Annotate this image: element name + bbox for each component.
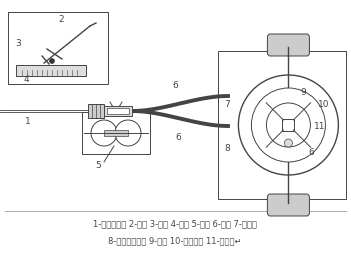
- Text: 6: 6: [172, 81, 178, 90]
- Bar: [16, 65, 86, 76]
- FancyBboxPatch shape: [267, 194, 309, 216]
- Circle shape: [266, 103, 310, 147]
- Text: 8: 8: [224, 144, 230, 153]
- Bar: [104, 106, 132, 116]
- Text: 11: 11: [314, 122, 326, 131]
- Text: 9: 9: [300, 88, 306, 97]
- Circle shape: [49, 59, 54, 64]
- Bar: [283, 119, 294, 131]
- Text: 10: 10: [318, 100, 330, 109]
- Circle shape: [251, 88, 325, 162]
- Circle shape: [115, 120, 141, 146]
- FancyBboxPatch shape: [267, 34, 309, 56]
- Text: 1: 1: [25, 116, 31, 125]
- Text: 6: 6: [309, 148, 314, 157]
- Text: 3: 3: [15, 39, 21, 48]
- Text: 7: 7: [224, 100, 230, 109]
- Circle shape: [238, 75, 338, 175]
- Circle shape: [91, 120, 117, 146]
- Bar: [218, 51, 346, 199]
- Bar: [82, 112, 150, 154]
- Circle shape: [284, 139, 292, 147]
- Bar: [88, 104, 104, 118]
- Bar: [107, 108, 129, 114]
- Text: 6: 6: [175, 133, 181, 142]
- Text: 4: 4: [23, 75, 29, 84]
- Text: 5: 5: [95, 161, 101, 170]
- Text: 2: 2: [58, 16, 64, 24]
- Text: 1-手刹操纵杆 2-按钮 3-棘爪 4-棘轮 5-滑轮 6-钢索 7-制动鼓: 1-手刹操纵杆 2-按钮 3-棘爪 4-棘轮 5-滑轮 6-钢索 7-制动鼓: [93, 219, 257, 229]
- Bar: [8, 12, 108, 84]
- Text: 8-驻车制动摇臂 9-轮缸 10-自调机构 11-制动蹄↵: 8-驻车制动摇臂 9-轮缸 10-自调机构 11-制动蹄↵: [108, 236, 242, 246]
- Bar: [104, 130, 128, 136]
